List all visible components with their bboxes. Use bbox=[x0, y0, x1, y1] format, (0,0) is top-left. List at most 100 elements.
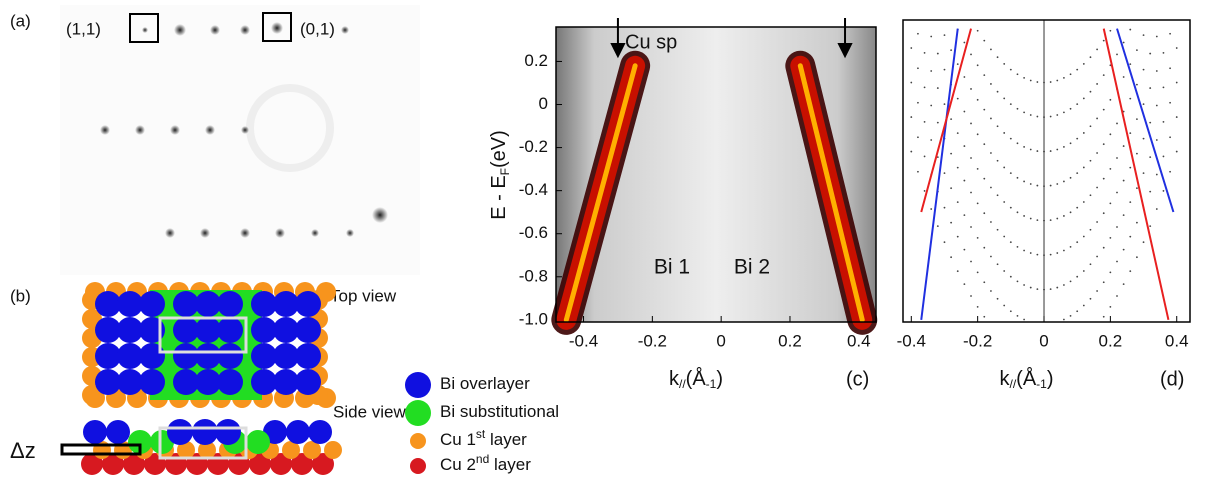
panel-label: (d) bbox=[1160, 368, 1184, 390]
calc-dot bbox=[1149, 121, 1152, 124]
calc-dot bbox=[1003, 235, 1006, 238]
calc-dot bbox=[1076, 68, 1079, 71]
calc-dot bbox=[1102, 246, 1105, 249]
calc-dot bbox=[1029, 114, 1032, 116]
calc-dot bbox=[976, 29, 979, 32]
atom bbox=[95, 291, 121, 317]
atom bbox=[95, 317, 121, 343]
calc-dot bbox=[1116, 157, 1118, 159]
atom bbox=[286, 420, 310, 444]
calc-dot bbox=[1162, 190, 1165, 192]
calc-dot bbox=[1082, 132, 1085, 134]
atom bbox=[246, 430, 270, 454]
calc-dot bbox=[1109, 236, 1112, 239]
calc-dot bbox=[1016, 314, 1019, 317]
calc-dot bbox=[1069, 107, 1072, 110]
series-label: Bi 1 bbox=[654, 256, 690, 279]
calc-dot bbox=[1056, 217, 1059, 220]
calc-dot bbox=[1136, 49, 1138, 52]
calc-dot bbox=[923, 51, 926, 54]
legend-label-part: st bbox=[476, 427, 486, 441]
calc-dot bbox=[1069, 142, 1072, 145]
calc-dot bbox=[1169, 32, 1171, 35]
calc-dot bbox=[970, 53, 972, 56]
view-label: Top view bbox=[330, 286, 397, 305]
x-tick-label: 0.4 bbox=[1165, 331, 1189, 350]
legend-label: Cu 1st layer bbox=[440, 427, 527, 449]
calc-dot bbox=[976, 98, 979, 101]
calc-dot bbox=[1096, 48, 1098, 51]
x-tick-label: -0.2 bbox=[638, 331, 667, 350]
spot-label: (0,1) bbox=[300, 19, 335, 38]
calc-dot bbox=[956, 63, 959, 65]
calc-dot bbox=[910, 150, 913, 153]
atom bbox=[173, 369, 199, 395]
calc-dot bbox=[1063, 146, 1065, 148]
calc-dot bbox=[1122, 248, 1125, 251]
calc-dot bbox=[1169, 136, 1171, 139]
calc-dot bbox=[983, 74, 986, 77]
calc-dot bbox=[1076, 275, 1079, 278]
atom bbox=[217, 291, 243, 317]
x-tick-label: 0.2 bbox=[778, 331, 802, 350]
calc-dot bbox=[1063, 318, 1065, 321]
calc-dot bbox=[976, 236, 979, 239]
atom bbox=[295, 291, 321, 317]
calc-dot bbox=[923, 190, 926, 192]
calc-dot bbox=[1076, 310, 1079, 313]
atom bbox=[167, 419, 193, 445]
atom bbox=[195, 343, 221, 369]
calc-dot bbox=[1049, 288, 1052, 291]
calc-dot bbox=[1102, 108, 1105, 111]
calc-dot bbox=[1102, 74, 1105, 77]
calc-dot bbox=[990, 83, 992, 85]
atom bbox=[324, 441, 342, 459]
calc-dot bbox=[976, 133, 979, 136]
view-label: Side view bbox=[333, 402, 406, 421]
band-line bbox=[920, 28, 1175, 320]
atom bbox=[198, 441, 216, 459]
calc-dot bbox=[1063, 215, 1065, 217]
calc-dot bbox=[950, 152, 953, 155]
y-axis-label-part: F bbox=[498, 168, 512, 175]
calc-dot bbox=[1089, 56, 1092, 59]
calc-dot bbox=[1049, 184, 1052, 187]
calc-dot bbox=[1003, 201, 1006, 203]
calc-dot bbox=[936, 121, 939, 124]
calc-dot bbox=[1155, 104, 1158, 107]
calc-dot bbox=[963, 110, 966, 113]
y-tick-label: -0.2 bbox=[519, 137, 548, 156]
atom bbox=[117, 343, 143, 369]
calc-dot bbox=[1175, 81, 1178, 84]
calc-dot bbox=[1096, 255, 1098, 258]
atom bbox=[295, 317, 321, 343]
calc-dot bbox=[956, 270, 959, 273]
calc-dot bbox=[1129, 63, 1132, 65]
series-label: Bi 2 bbox=[734, 256, 770, 279]
calc-dot bbox=[983, 246, 986, 249]
legend-label-part: layer bbox=[489, 455, 531, 474]
calc-dot bbox=[1036, 115, 1039, 118]
calc-dot bbox=[1029, 252, 1032, 254]
calc-dot bbox=[1003, 63, 1006, 65]
legend-marker bbox=[405, 400, 431, 426]
calc-dot bbox=[1023, 76, 1026, 79]
atom bbox=[117, 291, 143, 317]
calc-dot bbox=[1036, 150, 1039, 152]
calc-dot bbox=[1063, 111, 1065, 114]
calc-dot bbox=[950, 118, 953, 121]
x-axis-label-part: (Å bbox=[686, 367, 707, 390]
calc-dot bbox=[1076, 103, 1079, 106]
calc-dot bbox=[1069, 73, 1072, 76]
atom bbox=[82, 385, 102, 405]
calc-dot bbox=[1009, 103, 1012, 106]
calc-dot bbox=[1175, 150, 1178, 153]
calc-dot bbox=[1102, 212, 1105, 215]
x-axis-label-part: // bbox=[1009, 377, 1016, 391]
calc-dot bbox=[923, 155, 926, 158]
calc-dot bbox=[990, 186, 992, 189]
calc-dot bbox=[996, 56, 999, 59]
calc-dot bbox=[1129, 28, 1132, 31]
calc-dot bbox=[970, 122, 972, 125]
calc-dot bbox=[1023, 180, 1026, 183]
